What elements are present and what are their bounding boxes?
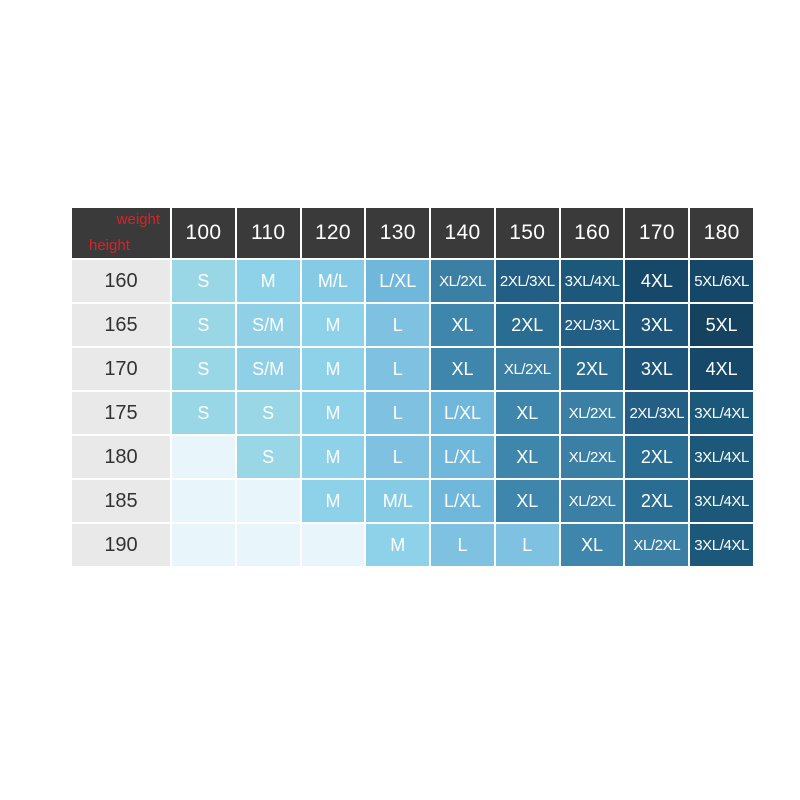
weight-header-100: 100 xyxy=(172,208,235,258)
size-cell: L xyxy=(366,392,430,434)
size-cell xyxy=(236,480,300,522)
weight-header-180: 180 xyxy=(690,208,753,258)
size-cell: XL/2XL xyxy=(625,524,689,566)
size-cell: 3XL/4XL xyxy=(690,392,753,434)
size-cell: L xyxy=(366,304,430,346)
size-cell: 2XL xyxy=(625,436,689,478)
height-header-165: 165 xyxy=(72,304,170,346)
size-cell: 3XL/4XL xyxy=(690,480,753,522)
size-cell: L/XL xyxy=(431,436,494,478)
size-cell xyxy=(172,436,235,478)
weight-header-150: 150 xyxy=(495,208,559,258)
size-cell: 3XL/4XL xyxy=(690,524,753,566)
size-cell: 5XL/6XL xyxy=(690,260,753,302)
size-cell: 2XL/3XL xyxy=(625,392,689,434)
weight-header-140: 140 xyxy=(431,208,494,258)
size-cell: S xyxy=(172,304,235,346)
size-cell: S xyxy=(172,348,235,390)
height-header-190: 190 xyxy=(72,524,170,566)
size-cell: M/L xyxy=(366,480,430,522)
height-header-160: 160 xyxy=(72,260,170,302)
size-cell: L xyxy=(431,524,494,566)
size-cell: L/XL xyxy=(431,480,494,522)
weight-label: weight xyxy=(116,211,160,228)
height-header-185: 185 xyxy=(72,480,170,522)
size-cell: M xyxy=(301,348,365,390)
size-cell: 3XL xyxy=(625,304,689,346)
weight-header-110: 110 xyxy=(236,208,300,258)
size-cell: 2XL xyxy=(625,480,689,522)
size-cell: XL xyxy=(495,392,559,434)
size-cell: XL/2XL xyxy=(560,436,624,478)
size-cell: S/M xyxy=(236,348,300,390)
size-cell xyxy=(172,480,235,522)
size-cell xyxy=(236,524,300,566)
size-cell: M xyxy=(301,304,365,346)
size-cell: S xyxy=(236,436,300,478)
size-cell: 2XL xyxy=(560,348,624,390)
weight-header-130: 130 xyxy=(366,208,430,258)
size-cell: S xyxy=(172,260,235,302)
size-cell: L/XL xyxy=(366,260,430,302)
size-cell: XL xyxy=(560,524,624,566)
size-cell: 2XL xyxy=(495,304,559,346)
size-cell: M xyxy=(301,436,365,478)
size-cell: 3XL xyxy=(625,348,689,390)
size-cell xyxy=(172,524,235,566)
size-cell: L xyxy=(366,436,430,478)
weight-header-160: 160 xyxy=(560,208,624,258)
weight-header-170: 170 xyxy=(625,208,689,258)
size-cell: 2XL/3XL xyxy=(560,304,624,346)
size-cell: XL/2XL xyxy=(495,348,559,390)
size-cell: XL/2XL xyxy=(560,480,624,522)
weight-header-120: 120 xyxy=(301,208,365,258)
size-cell: M xyxy=(301,392,365,434)
size-cell: S/M xyxy=(236,304,300,346)
size-cell: M xyxy=(366,524,430,566)
size-chart-table: weight height 100 110 120 130 140 150 160 170 18… xyxy=(72,208,753,566)
size-cell xyxy=(301,524,365,566)
size-cell: 4XL xyxy=(690,348,753,390)
corner-header: weight height xyxy=(72,208,170,258)
size-cell: L xyxy=(366,348,430,390)
height-header-175: 175 xyxy=(72,392,170,434)
size-cell: 3XL/4XL xyxy=(560,260,624,302)
size-cell: L/XL xyxy=(431,392,494,434)
size-cell: 2XL/3XL xyxy=(495,260,559,302)
size-cell: 5XL xyxy=(690,304,753,346)
size-cell: 4XL xyxy=(625,260,689,302)
size-cell: XL xyxy=(495,480,559,522)
size-cell: M/L xyxy=(301,260,365,302)
height-header-170: 170 xyxy=(72,348,170,390)
size-cell: XL/2XL xyxy=(560,392,624,434)
height-label: height xyxy=(89,237,130,254)
size-cell: S xyxy=(172,392,235,434)
size-cell: 3XL/4XL xyxy=(690,436,753,478)
size-cell: S xyxy=(236,392,300,434)
size-cell: XL xyxy=(431,304,494,346)
size-cell: XL xyxy=(431,348,494,390)
size-cell: M xyxy=(301,480,365,522)
size-cell: L xyxy=(495,524,559,566)
size-cell: XL xyxy=(495,436,559,478)
size-cell: XL/2XL xyxy=(431,260,494,302)
height-header-180: 180 xyxy=(72,436,170,478)
size-cell: M xyxy=(236,260,300,302)
